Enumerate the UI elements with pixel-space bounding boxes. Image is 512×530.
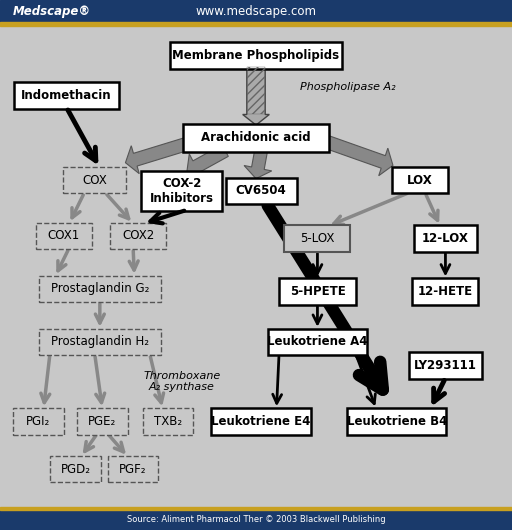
FancyBboxPatch shape bbox=[225, 178, 297, 204]
FancyBboxPatch shape bbox=[170, 42, 342, 69]
Bar bbox=[247, 67, 265, 114]
Bar bbox=[0, 510, 512, 530]
FancyBboxPatch shape bbox=[347, 408, 446, 435]
Text: Thromboxane
A₂ synthase: Thromboxane A₂ synthase bbox=[143, 371, 220, 392]
Text: COX: COX bbox=[82, 174, 107, 187]
FancyBboxPatch shape bbox=[39, 276, 161, 302]
Text: 12-HETE: 12-HETE bbox=[418, 285, 473, 298]
FancyArrow shape bbox=[321, 134, 393, 176]
Text: COX1: COX1 bbox=[48, 229, 80, 242]
Text: Prostaglandin H₂: Prostaglandin H₂ bbox=[51, 335, 149, 348]
Text: Prostaglandin G₂: Prostaglandin G₂ bbox=[51, 282, 149, 295]
FancyBboxPatch shape bbox=[63, 167, 126, 193]
Text: 12-LOX: 12-LOX bbox=[422, 232, 469, 245]
Text: LY293111: LY293111 bbox=[414, 359, 477, 372]
FancyBboxPatch shape bbox=[36, 223, 92, 249]
Bar bbox=[0, 0, 512, 22]
Text: Leukotriene B4: Leukotriene B4 bbox=[347, 415, 447, 428]
FancyBboxPatch shape bbox=[211, 408, 311, 435]
Text: www.medscape.com: www.medscape.com bbox=[196, 5, 316, 17]
FancyBboxPatch shape bbox=[392, 167, 447, 193]
FancyBboxPatch shape bbox=[268, 329, 367, 355]
Text: PGD₂: PGD₂ bbox=[61, 463, 91, 475]
Text: Leukotriene E4: Leukotriene E4 bbox=[211, 415, 311, 428]
FancyArrow shape bbox=[125, 137, 191, 174]
Bar bbox=[0, 22, 512, 26]
Text: LOX: LOX bbox=[407, 174, 433, 187]
FancyBboxPatch shape bbox=[280, 278, 355, 305]
Text: Membrane Phospholipids: Membrane Phospholipids bbox=[173, 49, 339, 62]
Text: PGE₂: PGE₂ bbox=[88, 415, 117, 428]
Text: PGI₂: PGI₂ bbox=[26, 415, 51, 428]
FancyBboxPatch shape bbox=[142, 408, 194, 435]
FancyBboxPatch shape bbox=[50, 456, 101, 482]
Text: TXB₂: TXB₂ bbox=[154, 415, 182, 428]
Text: Medscape®: Medscape® bbox=[13, 5, 91, 17]
FancyBboxPatch shape bbox=[414, 225, 477, 252]
Text: Indomethacin: Indomethacin bbox=[21, 89, 112, 102]
Text: COX2: COX2 bbox=[122, 229, 154, 242]
FancyBboxPatch shape bbox=[183, 124, 329, 152]
FancyArrow shape bbox=[244, 149, 272, 179]
FancyBboxPatch shape bbox=[111, 223, 166, 249]
Bar bbox=[0, 507, 512, 510]
FancyBboxPatch shape bbox=[77, 408, 128, 435]
FancyBboxPatch shape bbox=[39, 329, 161, 355]
FancyBboxPatch shape bbox=[285, 225, 350, 252]
FancyBboxPatch shape bbox=[14, 82, 119, 109]
FancyArrow shape bbox=[243, 68, 269, 125]
FancyBboxPatch shape bbox=[141, 171, 222, 211]
FancyArrow shape bbox=[187, 145, 228, 180]
Text: CV6504: CV6504 bbox=[236, 184, 287, 197]
Text: Arachidonic acid: Arachidonic acid bbox=[201, 131, 311, 144]
Text: Phospholipase A₂: Phospholipase A₂ bbox=[300, 82, 395, 92]
FancyBboxPatch shape bbox=[409, 352, 482, 379]
Text: 5-LOX: 5-LOX bbox=[300, 232, 335, 245]
Text: PGF₂: PGF₂ bbox=[119, 463, 147, 475]
Text: Leukotriene A4: Leukotriene A4 bbox=[267, 335, 368, 348]
Text: Source: Aliment Pharmacol Ther © 2003 Blackwell Publishing: Source: Aliment Pharmacol Ther © 2003 Bl… bbox=[126, 516, 386, 524]
Text: 5-HPETE: 5-HPETE bbox=[290, 285, 345, 298]
FancyBboxPatch shape bbox=[108, 456, 159, 482]
Text: COX-2
Inhibitors: COX-2 Inhibitors bbox=[150, 177, 214, 205]
FancyBboxPatch shape bbox=[13, 408, 63, 435]
FancyBboxPatch shape bbox=[413, 278, 478, 305]
